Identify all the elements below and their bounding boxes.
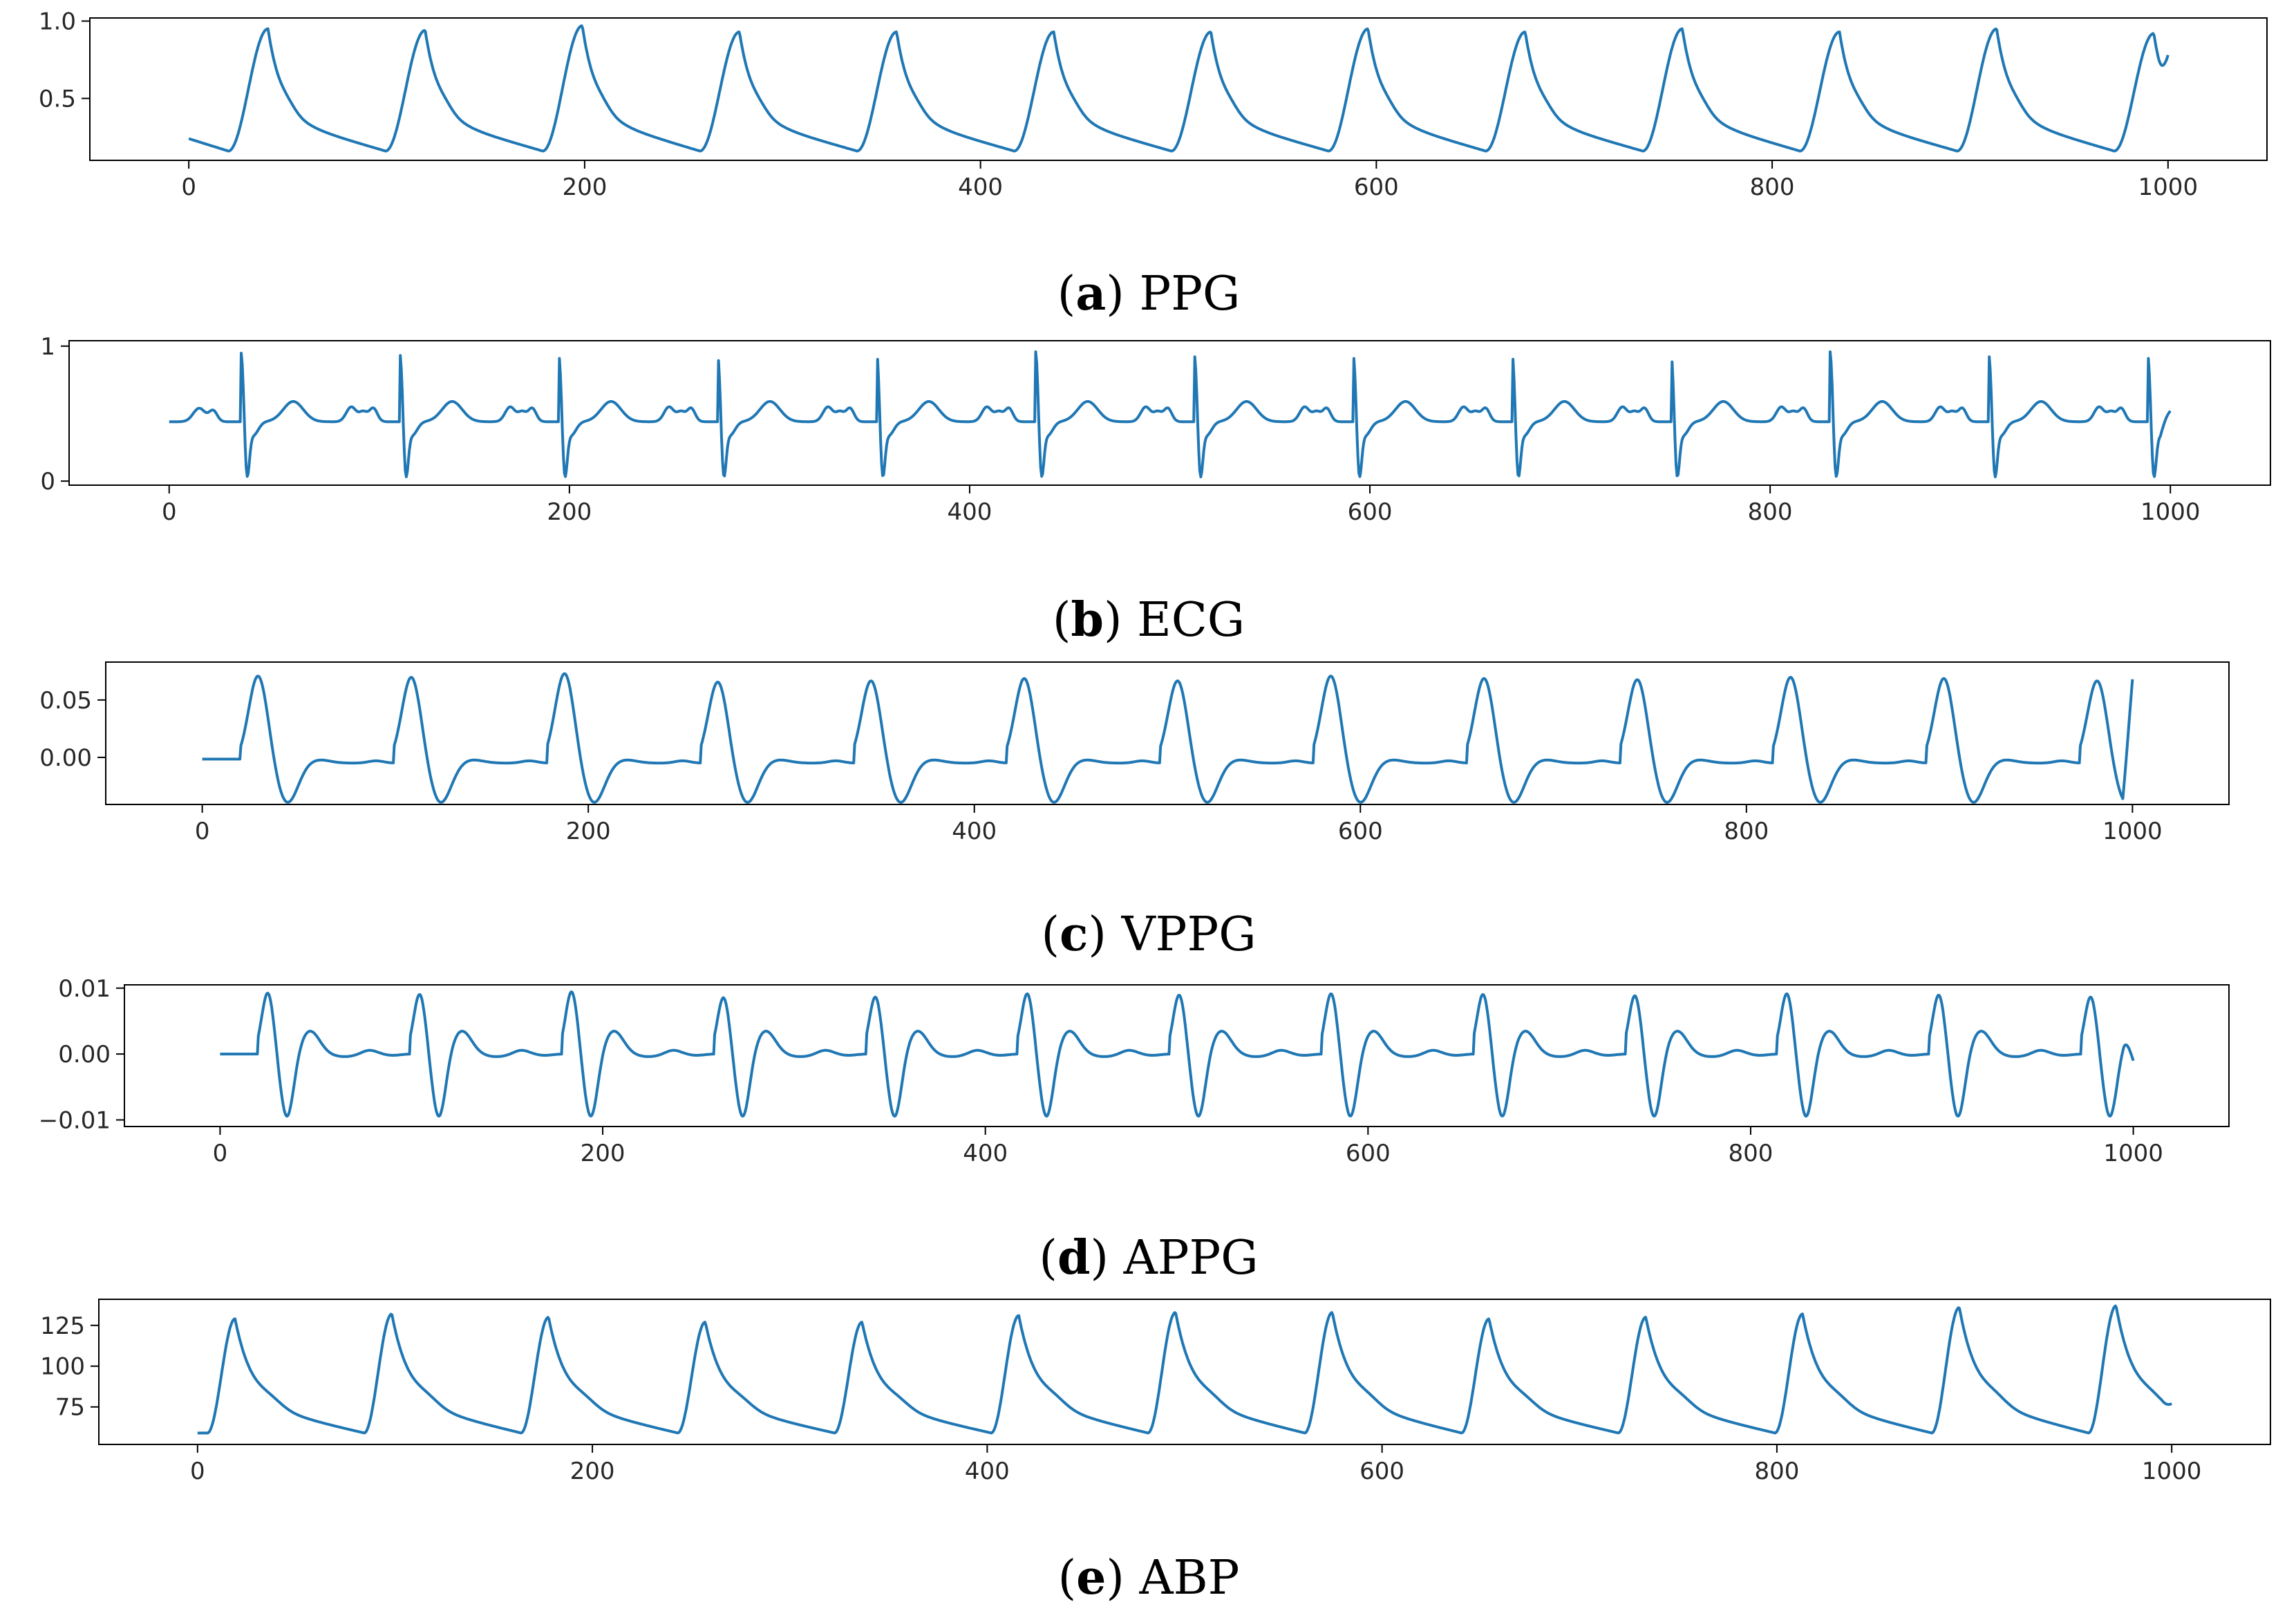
x-tick-label: 1000: [2103, 1140, 2163, 1167]
y-tick-label: 0.01: [58, 975, 111, 1003]
x-tick-label: 0: [213, 1140, 228, 1167]
x-tick-label: 600: [1354, 173, 1399, 201]
y-tick-label: 100: [40, 1353, 85, 1381]
x-tick-label: 1000: [2102, 818, 2163, 845]
x-tick-label: 200: [581, 1140, 625, 1167]
panel-caption-c: (c) VPPG: [1041, 907, 1256, 962]
caption-letter: e: [1076, 1550, 1106, 1602]
x-tick-label: 1000: [2142, 1458, 2202, 1485]
x-tick-label: 600: [1346, 1140, 1391, 1167]
panel-d: 0 200 400 600 800 1000 −0.01 0.00 0.01 (d) APPG: [39, 975, 2230, 1285]
x-tick-label: 600: [1348, 498, 1393, 526]
y-tick-label: 75: [55, 1394, 85, 1422]
x-tick-label: 1000: [2140, 498, 2201, 526]
x-tick-label: 400: [958, 173, 1003, 201]
panel-b: 0 200 400 600 800 1000 0 1 (b) ECG: [40, 333, 2271, 648]
caption-letter: c: [1060, 907, 1088, 962]
series-line-vppg: [202, 672, 2134, 804]
x-tick-label: 600: [1359, 1458, 1404, 1485]
x-tick-label: 0: [162, 498, 177, 526]
x-tick-label: 800: [1724, 818, 1769, 845]
plot-frame: [124, 984, 2230, 1127]
y-tick-label: 1: [40, 333, 55, 361]
x-tick-label: 800: [1754, 1458, 1799, 1485]
caption-letter: d: [1057, 1230, 1091, 1285]
series-line-ppg: [188, 24, 2170, 153]
panel-caption-d: (d) APPG: [1039, 1230, 1258, 1285]
panel-caption-b: (b) ECG: [1053, 592, 1245, 648]
caption-title: VPPG: [1121, 907, 1257, 962]
panel-a: 0 200 400 600 800 1000 0.5 1.0 (a) PPG: [39, 8, 2268, 321]
x-tick-label: 400: [963, 1140, 1008, 1167]
x-tick-label: 800: [1729, 1140, 1773, 1167]
x-tick-label: 0: [195, 818, 210, 845]
series-line-ecg: [169, 350, 2172, 478]
x-tick-label: 200: [570, 1458, 615, 1485]
caption-title: PPG: [1139, 267, 1240, 321]
x-tick-label: 400: [965, 1458, 1010, 1485]
series-line-appg: [219, 990, 2135, 1118]
x-tick-label: 400: [952, 818, 997, 845]
panel-e: 0 200 400 600 800 1000 75 100 125 (e) ABP: [40, 1299, 2271, 1602]
x-tick-label: 200: [562, 173, 607, 201]
x-tick-label: 600: [1338, 818, 1383, 845]
x-tick-label: 0: [190, 1458, 205, 1485]
x-tick-label: 200: [566, 818, 611, 845]
caption-letter: b: [1071, 592, 1104, 648]
caption-letter: a: [1075, 266, 1106, 321]
y-tick-label: 0.05: [39, 687, 92, 715]
y-tick-label: −0.01: [39, 1106, 111, 1134]
panel-caption-e: (e) ABP: [1058, 1550, 1240, 1602]
y-tick-label: 0.00: [58, 1041, 111, 1068]
x-tick-label: 800: [1748, 498, 1793, 526]
plot-frame: [89, 17, 2268, 161]
x-tick-label: 400: [948, 498, 992, 526]
plot-frame: [68, 340, 2271, 486]
x-tick-label: 200: [547, 498, 592, 526]
caption-title: APPG: [1123, 1231, 1259, 1285]
y-tick-label: 0.00: [39, 744, 92, 772]
y-tick-label: 0.5: [39, 85, 76, 113]
panel-caption-a: (a) PPG: [1057, 266, 1241, 321]
y-tick-label: 125: [40, 1312, 85, 1340]
x-tick-label: 800: [1750, 173, 1795, 201]
plot-frame: [105, 661, 2230, 805]
caption-title: ABP: [1139, 1551, 1240, 1602]
y-tick-label: 0: [40, 468, 55, 496]
caption-title: ECG: [1137, 593, 1245, 648]
plot-frame: [98, 1299, 2271, 1445]
x-tick-label: 0: [181, 173, 196, 201]
y-tick-label: 1.0: [39, 8, 76, 35]
series-line-abp: [197, 1304, 2172, 1435]
panel-c: 0 200 400 600 800 1000 0.00 0.05 (c) VPPG: [39, 661, 2230, 962]
x-tick-label: 1000: [2138, 173, 2199, 201]
